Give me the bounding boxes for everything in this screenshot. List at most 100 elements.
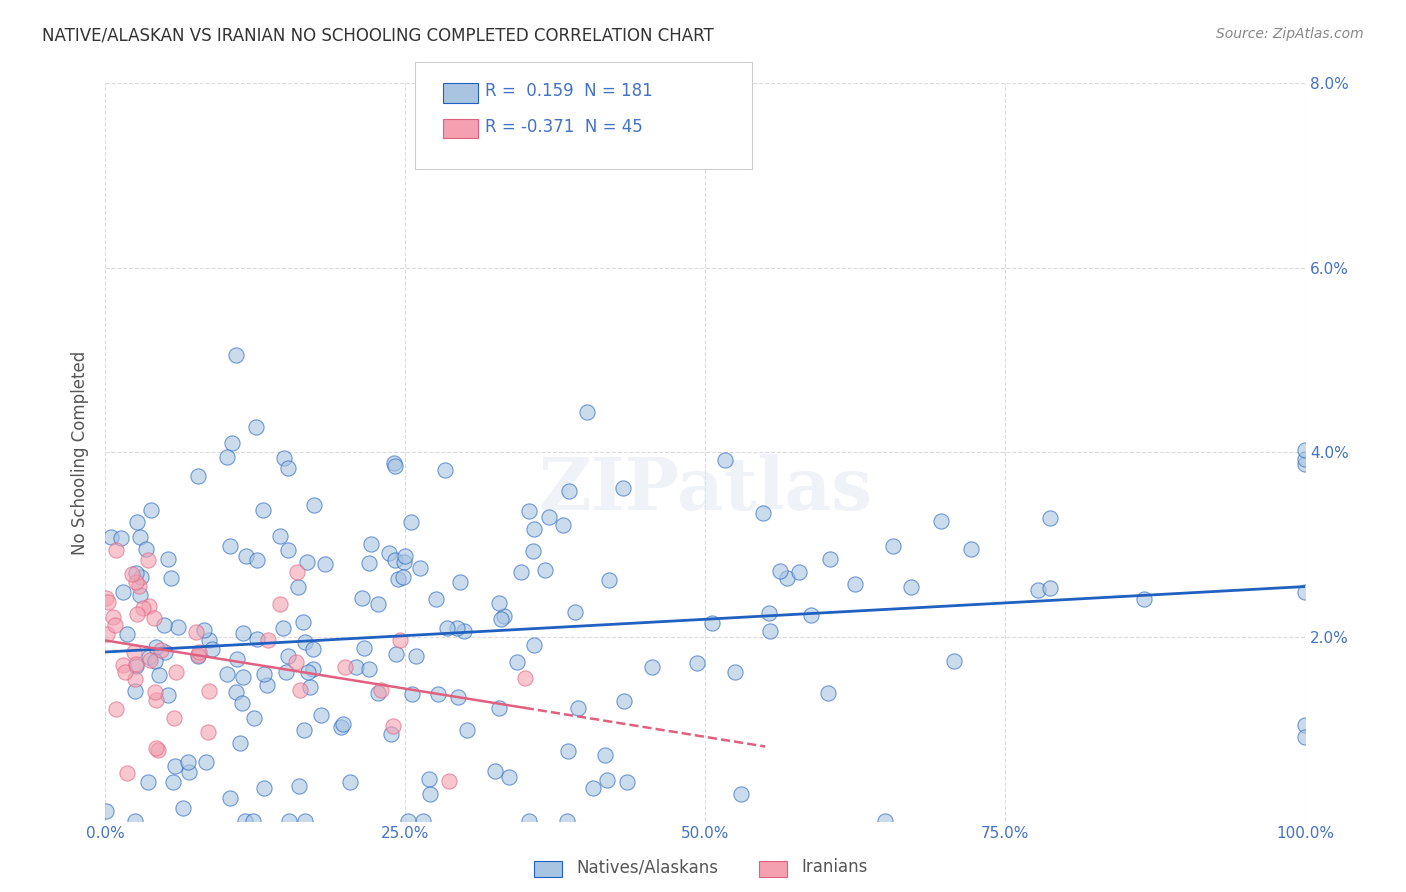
Point xyxy=(301,641,323,656)
Point xyxy=(221,435,243,450)
Point xyxy=(382,719,405,733)
Point xyxy=(125,566,148,580)
Point xyxy=(294,634,316,648)
Point xyxy=(111,657,134,672)
Point xyxy=(367,686,389,700)
Point xyxy=(309,708,332,723)
Point xyxy=(776,571,799,585)
Point xyxy=(1039,510,1062,524)
Point xyxy=(129,589,152,603)
Point xyxy=(150,643,173,657)
Point xyxy=(156,551,179,566)
Point xyxy=(447,690,470,705)
Point xyxy=(138,599,160,614)
Point xyxy=(436,621,458,635)
Point xyxy=(844,577,866,591)
Point xyxy=(900,580,922,594)
Point xyxy=(360,536,382,550)
Point xyxy=(141,503,163,517)
Point xyxy=(492,609,515,624)
Point xyxy=(446,621,468,635)
Point xyxy=(159,571,181,585)
Y-axis label: No Schooling Completed: No Schooling Completed xyxy=(72,351,89,555)
Point xyxy=(353,641,375,656)
Point xyxy=(595,773,617,788)
Point xyxy=(219,791,242,805)
Point xyxy=(231,696,253,710)
Text: ZIPatlas: ZIPatlas xyxy=(538,454,872,524)
Point xyxy=(449,574,471,589)
Point xyxy=(298,680,321,694)
Point xyxy=(176,755,198,769)
Point xyxy=(235,549,257,563)
Point xyxy=(759,624,782,638)
Point xyxy=(128,579,150,593)
Point xyxy=(384,459,406,474)
Point xyxy=(201,642,224,657)
Point xyxy=(567,701,589,715)
Point xyxy=(125,657,148,672)
Point xyxy=(297,665,319,680)
Point xyxy=(787,565,810,579)
Point xyxy=(96,591,118,605)
Point xyxy=(277,543,299,558)
Point xyxy=(187,649,209,664)
Point xyxy=(269,597,291,611)
Point xyxy=(252,780,274,795)
Point xyxy=(359,662,381,676)
Point xyxy=(1039,582,1062,596)
Point xyxy=(314,558,336,572)
Point xyxy=(215,667,238,681)
Point xyxy=(129,530,152,544)
Point xyxy=(229,736,252,750)
Point xyxy=(117,765,139,780)
Point xyxy=(288,779,311,793)
Point xyxy=(426,687,449,701)
Point xyxy=(942,654,965,668)
Point xyxy=(752,507,775,521)
Point xyxy=(138,650,160,665)
Point xyxy=(582,780,605,795)
Point xyxy=(558,483,581,498)
Point xyxy=(103,610,125,624)
Point xyxy=(391,570,413,584)
Point xyxy=(714,452,737,467)
Point xyxy=(488,596,510,610)
Text: R =  0.159  N = 181: R = 0.159 N = 181 xyxy=(485,82,652,100)
Point xyxy=(253,667,276,681)
Point xyxy=(456,723,478,737)
Point xyxy=(453,624,475,638)
Point xyxy=(131,600,153,615)
Point xyxy=(498,770,520,784)
Point xyxy=(434,463,457,477)
Point xyxy=(409,560,432,574)
Point xyxy=(242,814,264,829)
Point xyxy=(1026,583,1049,598)
Point xyxy=(538,510,561,524)
Point xyxy=(352,591,374,605)
Point xyxy=(134,541,156,556)
Point xyxy=(194,755,217,769)
Point xyxy=(172,801,194,815)
Point xyxy=(564,605,586,619)
Point xyxy=(143,611,166,625)
Point xyxy=(357,556,380,570)
Point xyxy=(136,775,159,789)
Point xyxy=(1294,718,1316,732)
Point xyxy=(125,659,148,673)
Point xyxy=(145,640,167,654)
Point xyxy=(104,618,127,632)
Point xyxy=(193,623,215,637)
Point xyxy=(292,723,315,737)
Point xyxy=(288,683,311,698)
Point xyxy=(533,563,555,577)
Point xyxy=(1294,442,1316,457)
Point xyxy=(218,539,240,553)
Point xyxy=(187,469,209,483)
Point xyxy=(121,567,143,582)
Point xyxy=(225,349,247,363)
Point xyxy=(245,419,267,434)
Point xyxy=(370,682,392,697)
Point xyxy=(425,591,447,606)
Point xyxy=(509,565,531,579)
